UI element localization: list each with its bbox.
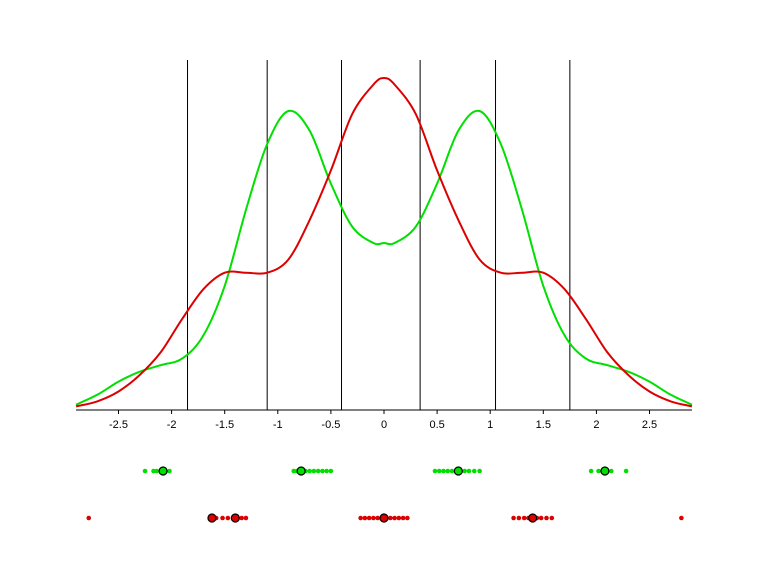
- sample-point-1-21: [511, 515, 516, 521]
- sample-point-1-30: [679, 515, 684, 521]
- x-tick-label: -2: [167, 419, 177, 431]
- sample-point-1-23: [521, 515, 527, 521]
- sample-point-0-14: [324, 468, 329, 474]
- sample-point-0-32: [623, 468, 629, 474]
- sample-point-0-10: [307, 468, 312, 474]
- sample-point-0-27: [588, 468, 594, 474]
- sample-point-1-8: [243, 515, 249, 521]
- x-tick-label: -1.5: [215, 419, 234, 431]
- density-curve-0: [75, 109, 693, 406]
- x-tick-label: 2.5: [642, 419, 657, 431]
- sample-point-0-0: [142, 468, 148, 474]
- sample-point-1-7: [239, 515, 244, 521]
- sample-point-1-4: [225, 515, 231, 521]
- cluster-center-marker-1-0: [207, 513, 217, 523]
- x-tick-label: 0.5: [429, 419, 444, 431]
- sample-point-1-28: [544, 515, 549, 521]
- sample-point-0-17: [436, 468, 442, 474]
- cluster-center-marker-0-1: [296, 466, 306, 476]
- x-tick-label: -1: [273, 419, 283, 431]
- x-tick-label: -2.5: [109, 419, 128, 431]
- sample-point-0-28: [596, 468, 601, 474]
- cluster-center-marker-1-3: [528, 513, 538, 523]
- sample-point-1-11: [366, 515, 372, 521]
- sample-point-1-22: [516, 515, 522, 521]
- sample-point-0-5: [167, 468, 172, 474]
- vertical-lines: [187, 60, 571, 410]
- x-axis-ticks: -2.5 -2 -1.5 -1 -0.5 0 0.5 1 1.5 2 2.5: [109, 410, 657, 431]
- sample-point-0-31: [608, 468, 614, 474]
- x-tick-label: 1: [487, 419, 493, 431]
- sample-point-0-6: [291, 468, 297, 474]
- x-tick-label: 0: [381, 419, 387, 431]
- sample-point-1-16: [388, 515, 393, 521]
- sample-point-1-29: [549, 515, 555, 521]
- sample-point-1-20: [405, 515, 410, 521]
- sample-point-0-16: [432, 468, 438, 474]
- sample-point-1-19: [400, 515, 406, 521]
- sample-point-1-27: [538, 515, 544, 521]
- sample-point-1-9: [358, 515, 363, 521]
- sample-point-1-0: [86, 515, 92, 521]
- x-tick-label: -0.5: [321, 419, 340, 431]
- cluster-center-marker-1-1: [230, 513, 240, 523]
- sample-point-0-25: [471, 468, 477, 474]
- sample-point-0-1: [151, 468, 156, 474]
- x-tick-label: 2: [593, 419, 599, 431]
- sample-point-0-24: [466, 468, 472, 474]
- cluster-center-marker-1-2: [379, 513, 389, 523]
- sample-point-0-2: [154, 468, 160, 474]
- sample-point-1-3: [220, 515, 225, 521]
- cluster-center-marker-0-3: [600, 466, 610, 476]
- x-tick-label: 1.5: [536, 419, 551, 431]
- point-rows: [86, 466, 684, 523]
- sample-point-0-19: [445, 468, 451, 474]
- sample-point-0-13: [320, 468, 325, 474]
- sample-point-1-18: [396, 515, 402, 521]
- sample-point-0-12: [315, 468, 321, 474]
- sample-point-0-26: [477, 468, 482, 474]
- sample-point-1-17: [392, 515, 397, 521]
- sample-point-0-20: [449, 468, 455, 474]
- sample-point-1-12: [371, 515, 376, 521]
- sample-point-1-10: [362, 515, 368, 521]
- density-curves: [75, 76, 693, 408]
- sample-point-0-11: [311, 468, 317, 474]
- density-curve-1: [75, 76, 693, 408]
- sample-point-0-23: [462, 468, 468, 474]
- sample-point-0-15: [328, 468, 334, 474]
- sample-point-1-13: [375, 515, 380, 521]
- cluster-center-marker-0-0: [158, 466, 168, 476]
- sample-point-0-18: [441, 468, 446, 474]
- cluster-center-marker-0-2: [453, 466, 463, 476]
